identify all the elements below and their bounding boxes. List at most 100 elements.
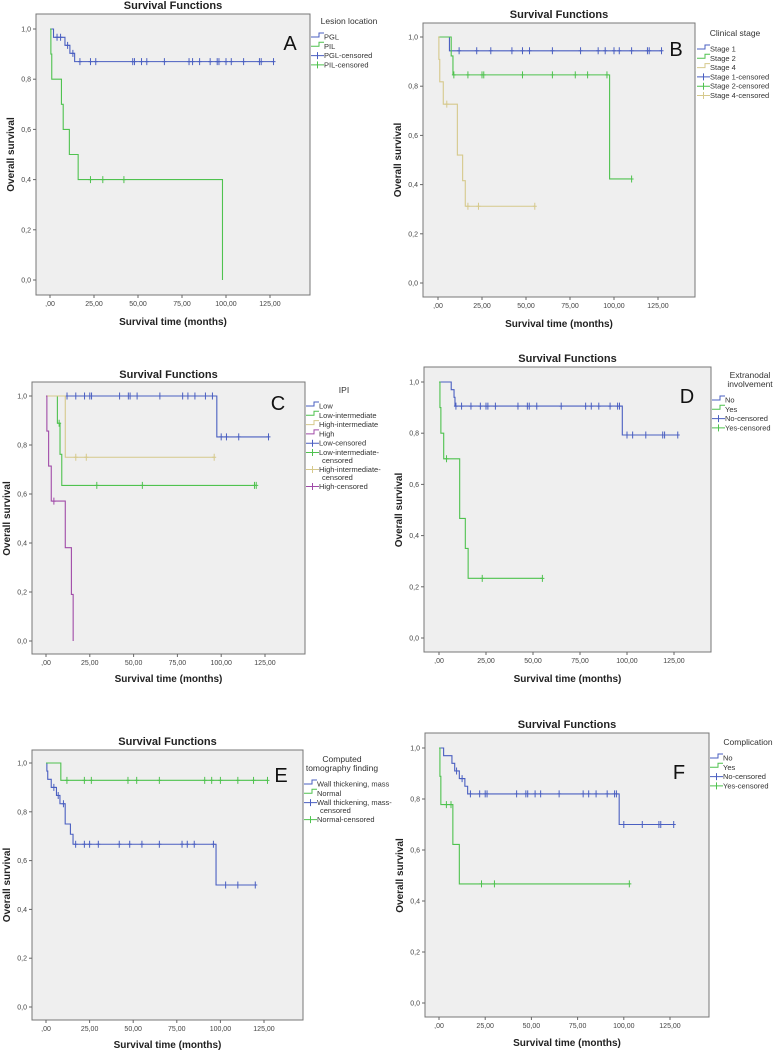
y-tick-label: 0,8 — [21, 77, 31, 84]
censored-mark — [596, 47, 601, 55]
x-tick-label: 100,00 — [613, 1023, 635, 1030]
censored-mark — [254, 481, 259, 489]
panel-letter: C — [271, 393, 285, 415]
legend-entry-label: High-censored — [319, 482, 368, 491]
censored-mark — [100, 176, 105, 184]
legend-entry-label: Yes-censored — [725, 423, 771, 432]
censored-mark — [64, 776, 69, 784]
panel-b: Survival Functions Survival time (months)… — [393, 9, 769, 330]
y-tick-label: 0,2 — [21, 227, 31, 234]
censored-mark — [573, 71, 578, 79]
censored-mark — [73, 453, 78, 461]
censored-mark — [614, 790, 619, 798]
censored-mark — [209, 776, 214, 784]
x-tick-label: 50,00 — [129, 301, 147, 308]
censored-mark — [135, 392, 140, 400]
y-tick-label: 1,0 — [409, 380, 419, 387]
legend-censored-icon — [710, 782, 723, 790]
y-tick-label: 0,6 — [409, 482, 419, 489]
y-tick-label: 0,2 — [410, 950, 420, 957]
censored-mark — [219, 433, 224, 441]
censored-mark — [93, 58, 98, 66]
censored-mark — [202, 776, 207, 784]
panel-e: Survival Functions Survival time (months)… — [2, 736, 392, 1051]
plot-area — [31, 381, 306, 655]
legend-entry-label: High-intermediate-censored — [319, 465, 381, 482]
censored-mark — [617, 47, 622, 55]
legend-censored-icon — [712, 415, 725, 423]
y-tick-label: 0,2 — [17, 956, 27, 963]
panel-letter: E — [274, 765, 287, 787]
legend-entry-label: Low-intermediate — [319, 411, 377, 420]
censored-mark — [608, 402, 613, 410]
y-tick-label: 0,2 — [408, 231, 418, 238]
chart-title: Survival Functions — [118, 736, 216, 748]
censored-mark — [51, 783, 56, 791]
legend-entry-label: Yes — [723, 763, 735, 772]
censored-mark — [478, 402, 483, 410]
legend-line-icon — [311, 32, 324, 38]
censored-mark — [208, 58, 213, 66]
legend-line-icon — [712, 404, 725, 410]
censored-mark — [73, 840, 78, 848]
censored-mark — [259, 58, 264, 66]
censored-mark — [605, 790, 610, 798]
legend-line-icon — [710, 753, 723, 759]
legend-line-icon — [306, 401, 319, 407]
x-tick-label: 50,00 — [124, 1026, 142, 1033]
censored-mark — [485, 790, 490, 798]
censored-mark — [621, 821, 626, 828]
y-tick-label: 0,4 — [408, 182, 418, 189]
x-tick-label: 125,00 — [647, 303, 669, 310]
y-axis-label: Overall survival — [2, 481, 13, 556]
legend-label-line: censored — [322, 456, 353, 465]
censored-mark — [465, 71, 470, 79]
panel-c: Survival Functions Survival time (months)… — [2, 369, 381, 685]
x-tick-label: 50,00 — [524, 658, 542, 665]
censored-mark — [223, 881, 228, 889]
censored-mark — [185, 392, 190, 400]
censored-mark — [493, 402, 498, 410]
legend-line-icon — [311, 41, 324, 47]
x-tick-label: 125,00 — [663, 658, 685, 665]
panel-f: Survival Functions Survival time (months)… — [395, 719, 773, 1049]
legend-censored-icon — [306, 439, 319, 447]
x-tick-label: ,00 — [45, 301, 55, 308]
censored-mark — [157, 776, 162, 784]
censored-mark — [203, 392, 208, 400]
censored-mark — [459, 402, 464, 410]
censored-mark — [533, 790, 538, 798]
legend-censored-icon — [306, 483, 319, 490]
x-axis-label: Survival time (months) — [514, 674, 622, 685]
legend-censored-icon — [306, 449, 319, 456]
censored-mark — [271, 58, 276, 66]
censored-mark — [192, 392, 197, 400]
censored-mark — [658, 821, 663, 828]
censored-mark — [629, 47, 634, 55]
legend-entry-label: Low-censored — [319, 439, 366, 448]
x-tick-label: 25,00 — [81, 1026, 99, 1033]
legend-entry-label: Wall thickening, mass-censored — [317, 798, 392, 815]
legend-entry-label: Yes — [725, 405, 737, 414]
censored-mark — [640, 821, 645, 828]
survival-curve-stage-4 — [438, 36, 535, 207]
legend-title: Computed — [322, 754, 361, 764]
censored-mark — [70, 49, 75, 57]
censored-mark — [479, 880, 484, 888]
censored-mark — [57, 419, 62, 427]
censored-mark — [465, 202, 470, 210]
y-tick-label: 0,4 — [17, 907, 27, 914]
censored-mark — [157, 392, 162, 400]
censored-mark — [612, 47, 616, 55]
legend-censored-icon — [710, 773, 723, 781]
y-tick-label: 0,0 — [21, 278, 31, 285]
censored-mark — [197, 58, 202, 66]
x-axis-label: Survival time (months) — [513, 1038, 621, 1049]
legend-entry-label: Stage 2 — [710, 54, 736, 63]
censored-mark — [77, 58, 82, 66]
x-axis-label: Survival time (months) — [115, 674, 223, 685]
legend-line-icon — [306, 429, 319, 435]
chart-title: Survival Functions — [518, 353, 616, 365]
legend-title: involvement — [727, 379, 773, 389]
